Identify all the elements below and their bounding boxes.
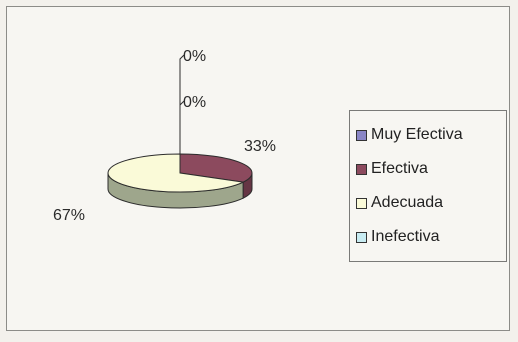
legend-item-efectiva: Efectiva bbox=[356, 152, 506, 186]
chart-area: 0% 33% 67% 0% Muy Efectiva Efectiva Adecuad… bbox=[6, 6, 510, 331]
legend-label-adecuada: Adecuada bbox=[371, 194, 444, 211]
legend-swatch-efectiva bbox=[356, 163, 367, 175]
legend-swatch-adecuada bbox=[356, 197, 367, 209]
zero-value-leader-line bbox=[179, 54, 185, 173]
legend-item-adecuada: Adecuada bbox=[356, 186, 506, 220]
pie-chart: 0% 33% 67% 0% bbox=[53, 48, 276, 224]
pie-slice-adecuada bbox=[107, 153, 245, 193]
data-label-efectiva: 33% bbox=[244, 138, 276, 155]
data-label-inefectiva: 0% bbox=[183, 94, 206, 111]
data-label-muy-efectiva: 0% bbox=[183, 48, 206, 65]
legend-swatch-muy-efectiva bbox=[356, 129, 367, 141]
legend: Muy Efectiva Efectiva Adecuada Inefectiv… bbox=[349, 110, 507, 262]
data-label-adecuada: 67% bbox=[53, 207, 85, 224]
legend-label-efectiva: Efectiva bbox=[371, 160, 428, 177]
legend-swatch-inefectiva bbox=[356, 231, 367, 243]
legend-label-inefectiva: Inefectiva bbox=[371, 228, 440, 245]
legend-item-inefectiva: Inefectiva bbox=[356, 220, 506, 254]
legend-item-muy-efectiva: Muy Efectiva bbox=[356, 118, 506, 152]
legend-label-muy-efectiva: Muy Efectiva bbox=[371, 126, 463, 143]
